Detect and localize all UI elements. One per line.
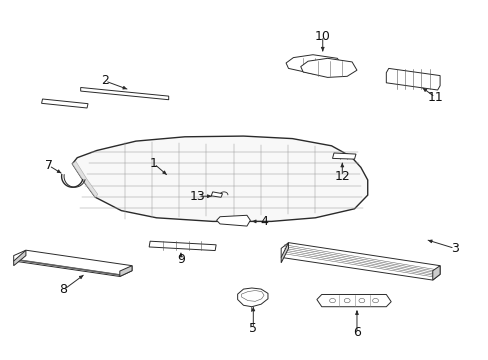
Text: 4: 4: [260, 215, 267, 228]
Text: 12: 12: [334, 170, 349, 183]
Polygon shape: [316, 294, 390, 307]
Polygon shape: [120, 266, 132, 276]
Text: 11: 11: [427, 91, 442, 104]
Polygon shape: [41, 99, 88, 108]
Polygon shape: [211, 192, 222, 197]
Polygon shape: [281, 243, 288, 263]
Text: 3: 3: [450, 242, 458, 255]
Polygon shape: [281, 243, 439, 280]
Polygon shape: [432, 266, 439, 280]
Text: 2: 2: [101, 75, 109, 87]
Text: 6: 6: [352, 327, 360, 339]
Polygon shape: [300, 58, 356, 77]
Text: 10: 10: [314, 30, 330, 42]
Text: 1: 1: [150, 157, 158, 170]
Polygon shape: [216, 215, 250, 226]
Text: 8: 8: [60, 283, 67, 296]
Polygon shape: [72, 161, 98, 197]
Text: 9: 9: [177, 253, 184, 266]
Polygon shape: [14, 250, 132, 276]
Text: 13: 13: [190, 190, 205, 203]
Text: 5: 5: [249, 322, 257, 335]
Polygon shape: [81, 87, 168, 100]
Polygon shape: [332, 153, 355, 159]
Polygon shape: [285, 55, 342, 74]
Polygon shape: [149, 241, 216, 251]
Polygon shape: [237, 288, 267, 307]
Polygon shape: [72, 136, 367, 221]
Polygon shape: [386, 68, 439, 90]
Text: 7: 7: [45, 159, 53, 172]
Polygon shape: [241, 291, 264, 301]
Polygon shape: [14, 250, 26, 266]
